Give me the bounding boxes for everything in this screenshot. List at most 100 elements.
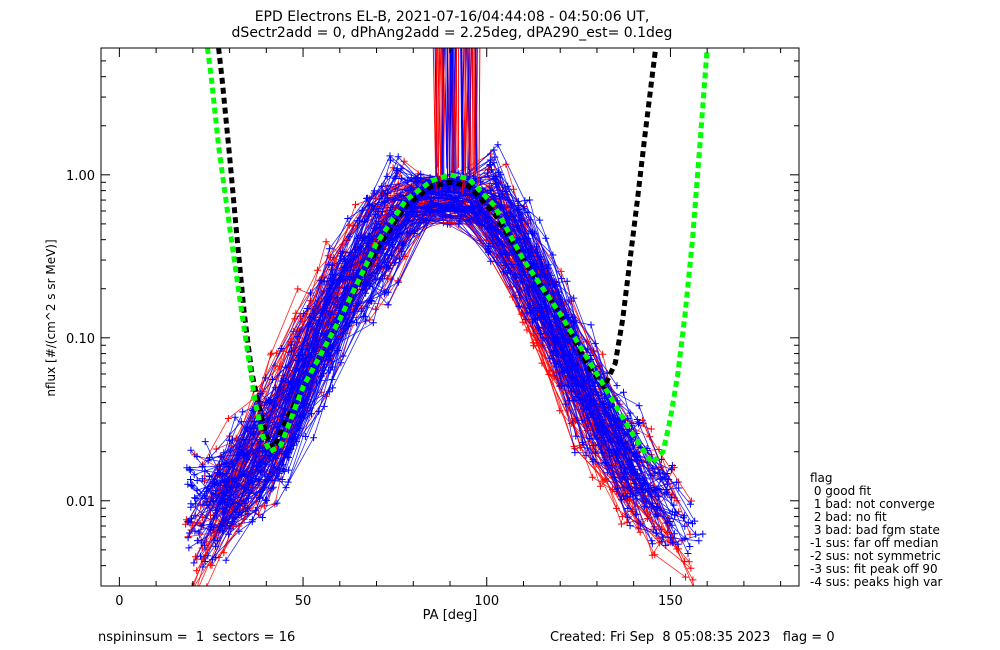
- data-point-marker: [393, 165, 401, 173]
- data-point-marker: [572, 432, 580, 440]
- data-point-marker: [699, 530, 707, 538]
- data-point-marker: [370, 205, 378, 213]
- data-point-marker: [189, 602, 196, 609]
- data-point-marker: [619, 492, 627, 500]
- data-point-marker: [523, 309, 531, 317]
- data-point-marker: [226, 483, 234, 491]
- data-point-marker: [590, 442, 598, 450]
- data-point-marker: [675, 484, 683, 492]
- data-point-marker: [572, 393, 580, 400]
- data-point-marker: [689, 576, 697, 584]
- data-point-marker: [223, 495, 231, 503]
- axis-ticks: [101, 47, 799, 587]
- saturation-spike: [435, 48, 438, 184]
- data-point-marker: [491, 153, 499, 161]
- black-fit-curve: [216, 48, 659, 454]
- saturation-spike: [478, 48, 481, 187]
- data-point-marker: [300, 357, 308, 365]
- data-point-marker: [230, 491, 238, 499]
- data-point-marker: [325, 245, 333, 253]
- data-point-marker: [487, 257, 495, 265]
- data-point-marker: [278, 476, 286, 483]
- data-point-marker: [193, 537, 201, 545]
- data-point-marker: [264, 415, 272, 423]
- data-point-marker: [300, 310, 308, 318]
- data-point-marker: [642, 486, 650, 494]
- data-point-marker: [506, 209, 514, 217]
- saturation-spike: [473, 48, 476, 176]
- data-point-marker: [219, 527, 227, 535]
- data-point-marker: [206, 583, 208, 586]
- data-point-marker: [490, 146, 498, 154]
- data-point-marker: [432, 200, 440, 208]
- data-point-marker: [640, 502, 648, 510]
- data-point-marker: [310, 326, 318, 334]
- saturation-spike: [460, 48, 463, 176]
- data-point-marker: [559, 369, 567, 377]
- data-point-marker: [492, 174, 500, 182]
- data-point-marker: [365, 212, 372, 220]
- data-point-marker: [344, 322, 352, 330]
- data-point-marker: [570, 317, 578, 325]
- data-point-marker: [353, 217, 361, 225]
- data-point-marker: [366, 316, 374, 324]
- data-point-marker: [463, 190, 471, 198]
- data-point-marker: [526, 302, 534, 310]
- saturation-spike: [462, 48, 467, 172]
- saturation-spike: [437, 48, 442, 179]
- x-tick-label: 100: [474, 594, 499, 609]
- data-point-marker: [570, 294, 578, 302]
- data-point-marker: [212, 490, 220, 498]
- data-point-marker: [488, 222, 496, 230]
- data-point-marker: [635, 402, 643, 410]
- data-point-marker: [238, 449, 246, 457]
- data-point-marker: [680, 512, 688, 520]
- data-point-marker: [567, 420, 575, 427]
- data-point-marker: [631, 492, 639, 500]
- data-point-marker: [225, 530, 232, 538]
- data-point-marker: [315, 407, 323, 415]
- sector-curve: [219, 190, 664, 475]
- data-point-marker: [201, 467, 209, 475]
- data-point-marker: [490, 159, 498, 167]
- data-point-marker: [308, 410, 315, 418]
- data-point-marker: [667, 534, 675, 541]
- data-point-marker: [384, 301, 392, 309]
- data-point-marker: [282, 484, 290, 492]
- data-point-marker: [273, 499, 281, 507]
- data-point-marker: [629, 468, 637, 476]
- data-point-marker: [325, 261, 333, 269]
- data-point-marker: [632, 510, 640, 518]
- x-tick-label: 150: [658, 594, 683, 609]
- saturation-spike: [471, 48, 474, 175]
- data-point-marker: [578, 439, 586, 447]
- data-point-marker: [516, 278, 524, 286]
- data-point-marker: [596, 482, 604, 490]
- x-tick-label: 0: [115, 594, 123, 609]
- data-point-marker: [224, 519, 232, 527]
- data-point-marker: [187, 503, 195, 511]
- data-point-marker: [359, 237, 367, 245]
- data-point-marker: [271, 384, 279, 392]
- data-point-marker: [217, 453, 225, 461]
- data-point-marker: [353, 319, 360, 327]
- data-point-marker: [485, 242, 493, 250]
- data-point-marker: [191, 527, 199, 535]
- data-point-marker: [208, 556, 216, 564]
- legend-entry: 0 good fit: [810, 484, 872, 498]
- data-point-marker: [526, 196, 534, 204]
- data-point-marker: [508, 261, 516, 268]
- data-point-marker: [505, 251, 513, 259]
- data-point-marker: [203, 498, 211, 506]
- data-point-marker: [385, 265, 393, 273]
- data-point-marker: [187, 476, 194, 483]
- data-point-marker: [240, 499, 248, 507]
- data-point-marker: [204, 552, 212, 560]
- data-point-marker: [292, 309, 300, 317]
- data-point-marker: [293, 333, 301, 341]
- data-point-marker: [329, 270, 336, 278]
- data-point-marker: [524, 209, 532, 216]
- data-point-marker: [396, 191, 404, 199]
- data-point-marker: [654, 493, 662, 501]
- data-point-marker: [668, 508, 676, 516]
